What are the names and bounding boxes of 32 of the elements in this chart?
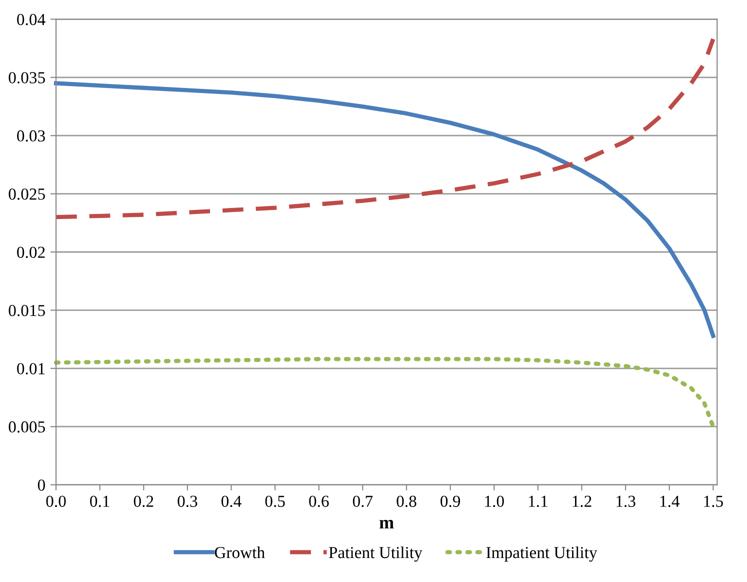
- x-tick-label: 1.2: [572, 496, 592, 508]
- x-tick-label: 0.5: [265, 496, 285, 508]
- x-tick-label: 0.7: [352, 496, 373, 508]
- x-tick-label: 1.4: [660, 496, 680, 508]
- y-tick-label: 0.015: [8, 304, 45, 316]
- x-tick-label: 0.0: [46, 496, 66, 508]
- legend-label: Impatient Utility: [486, 546, 598, 562]
- line-series: [54, 357, 716, 429]
- x-tick-label: 0.4: [221, 496, 242, 508]
- y-tick-label: 0.03: [17, 130, 45, 142]
- x-axis-title: m: [380, 520, 394, 528]
- x-tick-label: 1.5: [704, 496, 723, 508]
- line-series: [54, 81, 716, 338]
- x-tick-label: 1.1: [528, 496, 548, 508]
- x-tick-label: 0.3: [178, 496, 198, 508]
- line-series: [54, 36, 716, 220]
- x-tick-label: 0.8: [396, 496, 416, 508]
- legend-label: Patient Utility: [328, 546, 422, 562]
- x-tick-label: 1.0: [485, 496, 504, 508]
- y-tick-label: 0.04: [17, 14, 46, 26]
- y-tick-label: 0.025: [8, 188, 45, 200]
- x-tick-label: 0.6: [309, 496, 329, 508]
- legend-label: Growth: [214, 546, 265, 558]
- x-tick-label: 0.1: [90, 496, 110, 508]
- y-tick-label: 0: [38, 480, 45, 491]
- x-tick-label: 1.3: [616, 496, 636, 508]
- y-tick-label: 0.005: [8, 421, 45, 433]
- y-tick-label: 0.02: [17, 246, 45, 258]
- y-tick-label: 0.035: [8, 72, 45, 84]
- y-tick-label: 0.01: [17, 363, 45, 374]
- x-tick-label: 0.9: [440, 496, 460, 508]
- x-tick-label: 0.2: [134, 496, 154, 508]
